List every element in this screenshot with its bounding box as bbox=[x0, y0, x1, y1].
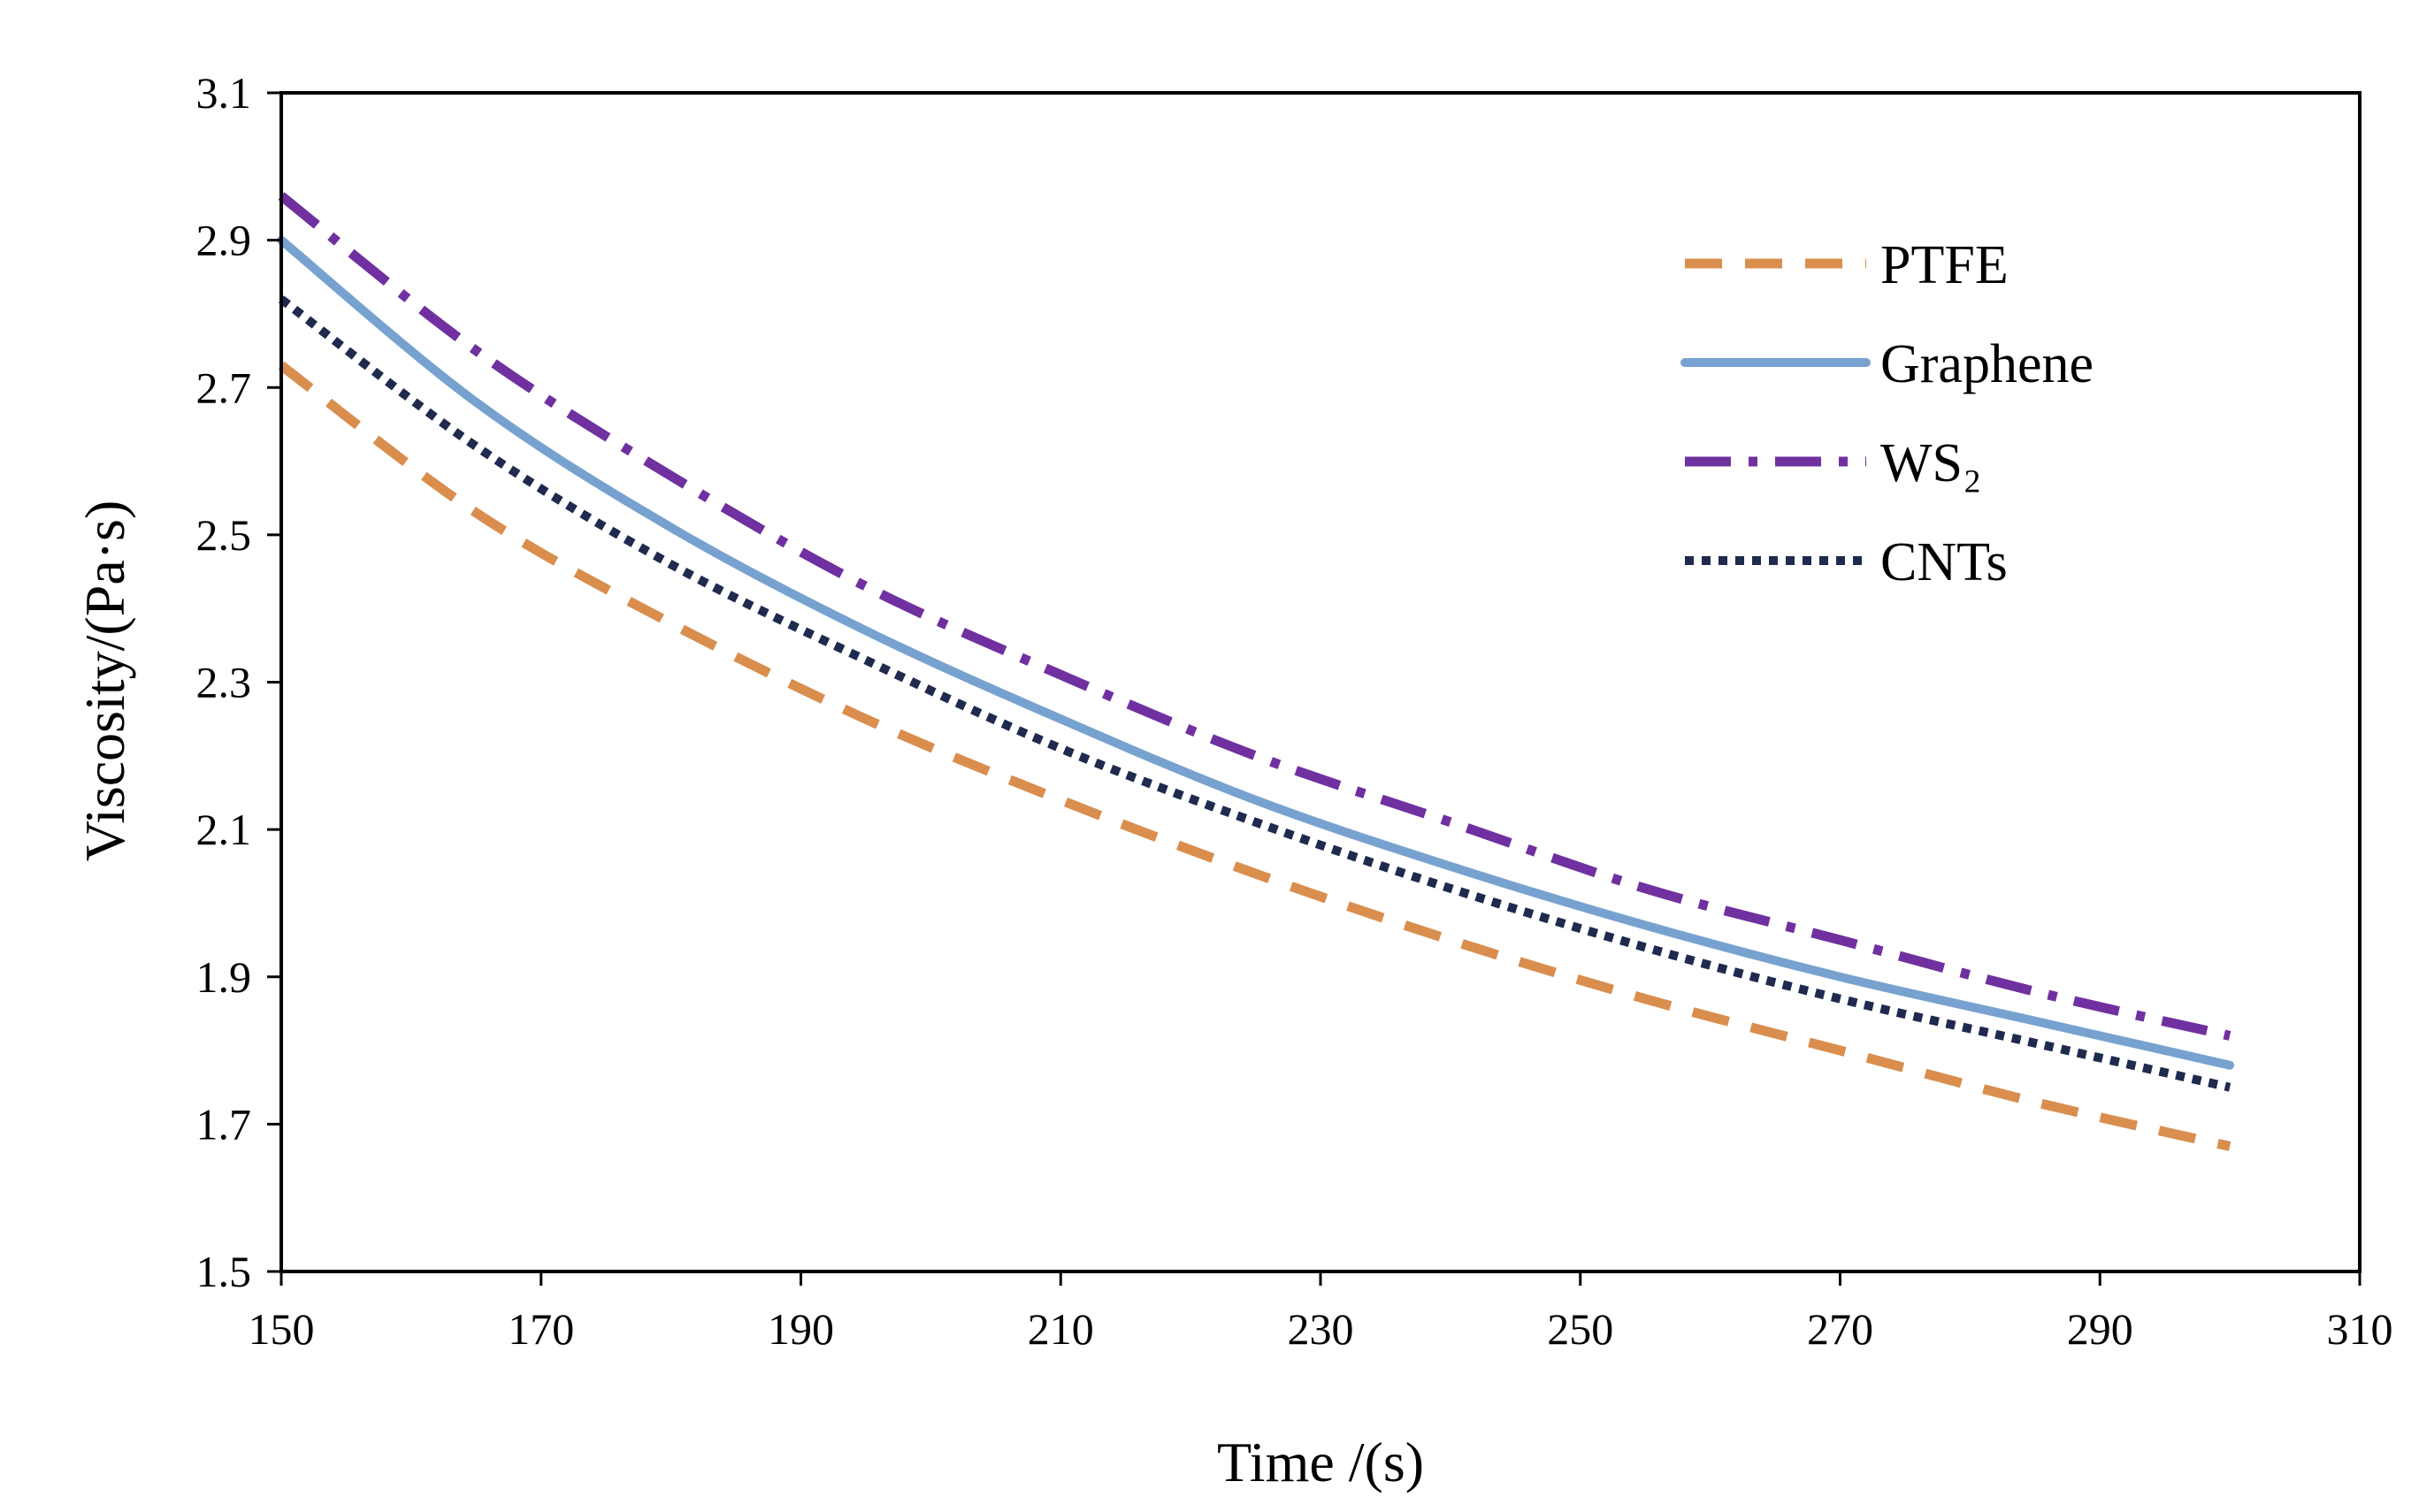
legend-label-cnts: CNTs bbox=[1880, 532, 2008, 592]
x-tick-label: 290 bbox=[2067, 1304, 2133, 1354]
x-tick-label: 210 bbox=[1028, 1304, 1094, 1354]
y-tick-label: 2.3 bbox=[196, 658, 252, 707]
legend-label-ws2: WS₂ bbox=[1880, 433, 1982, 493]
x-axis-title: Time /(s) bbox=[1217, 1431, 1424, 1493]
legend-label-ptfe: PTFE bbox=[1880, 235, 2009, 295]
series-line-ptfe bbox=[278, 361, 2231, 1151]
x-axis-ticks: 150 170 190 210 230 250 270 290 310 bbox=[249, 1271, 2393, 1354]
plot-lines bbox=[277, 192, 2235, 1151]
y-tick-label: 2.9 bbox=[196, 216, 252, 265]
x-tick-label: 230 bbox=[1288, 1304, 1354, 1354]
legend-label-graphene: Graphene bbox=[1880, 334, 2094, 394]
x-tick-label: 310 bbox=[2327, 1304, 2393, 1354]
y-tick-label: 2.5 bbox=[196, 510, 252, 560]
legend: PTFE Graphene WS₂ CNTs bbox=[1680, 235, 2094, 592]
y-axis-title: Viscosity/(Pa·s) bbox=[73, 500, 136, 862]
y-tick-label: 1.5 bbox=[196, 1247, 252, 1296]
series-line-graphene bbox=[277, 235, 2235, 1070]
series-line-cnts bbox=[278, 295, 2231, 1092]
y-axis-ticks: 1.5 1.7 1.9 2.1 2.3 2.5 2.7 2.9 3.1 bbox=[196, 68, 281, 1296]
x-tick-label: 190 bbox=[768, 1304, 834, 1354]
x-tick-label: 270 bbox=[1807, 1304, 1873, 1354]
x-tick-label: 170 bbox=[508, 1304, 574, 1354]
y-tick-label: 2.7 bbox=[196, 363, 252, 412]
y-tick-label: 1.7 bbox=[196, 1099, 252, 1149]
series-line-ws2 bbox=[278, 192, 2231, 1041]
x-tick-label: 150 bbox=[249, 1304, 315, 1354]
y-tick-label: 2.1 bbox=[196, 805, 252, 854]
x-tick-label: 250 bbox=[1547, 1304, 1613, 1354]
y-tick-label: 3.1 bbox=[196, 68, 252, 118]
y-tick-label: 1.9 bbox=[196, 952, 252, 1002]
